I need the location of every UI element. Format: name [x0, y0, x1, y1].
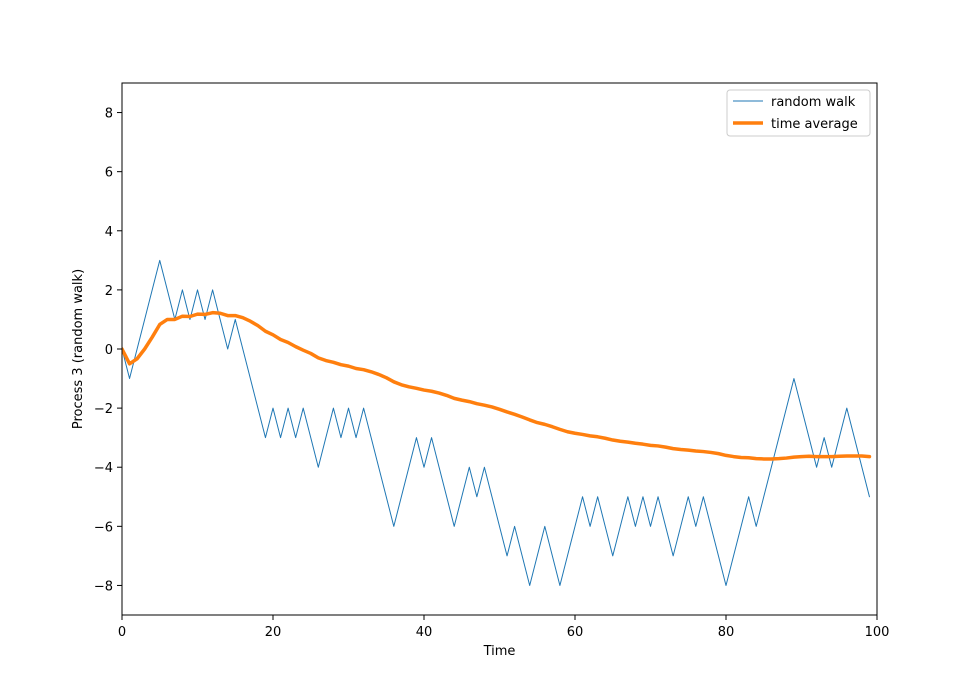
x-tick-label: 60 — [567, 625, 584, 640]
y-tick-label: −2 — [94, 402, 113, 417]
y-tick-label: −8 — [94, 579, 113, 594]
legend-label-random-walk: random walk — [771, 95, 856, 110]
y-tick-label: 0 — [105, 343, 113, 358]
y-tick-label: 2 — [105, 284, 113, 299]
x-axis-ticks: 0 20 40 60 80 100 — [118, 615, 890, 640]
x-tick-label: 20 — [265, 625, 282, 640]
y-tick-label: 8 — [105, 107, 113, 122]
y-axis-label: Process 3 (random walk) — [71, 269, 86, 429]
series-line-random-walk — [122, 259, 870, 586]
y-tick-label: 4 — [105, 225, 113, 240]
x-tick-label: 0 — [118, 625, 126, 640]
x-axis-label: Time — [483, 644, 516, 659]
x-tick-label: 100 — [865, 625, 890, 640]
y-tick-label: −4 — [94, 461, 113, 476]
legend-label-time-average: time average — [771, 117, 858, 132]
legend: random walk time average — [726, 89, 871, 137]
y-tick-label: −6 — [94, 520, 113, 535]
x-tick-label: 80 — [718, 625, 735, 640]
series-lines — [122, 259, 872, 586]
y-axis-ticks: −8 −6 −4 −2 0 2 4 6 8 — [94, 107, 122, 594]
x-tick-label: 40 — [416, 625, 433, 640]
series-line-time-average — [122, 310, 872, 461]
y-tick-label: 6 — [105, 166, 113, 181]
